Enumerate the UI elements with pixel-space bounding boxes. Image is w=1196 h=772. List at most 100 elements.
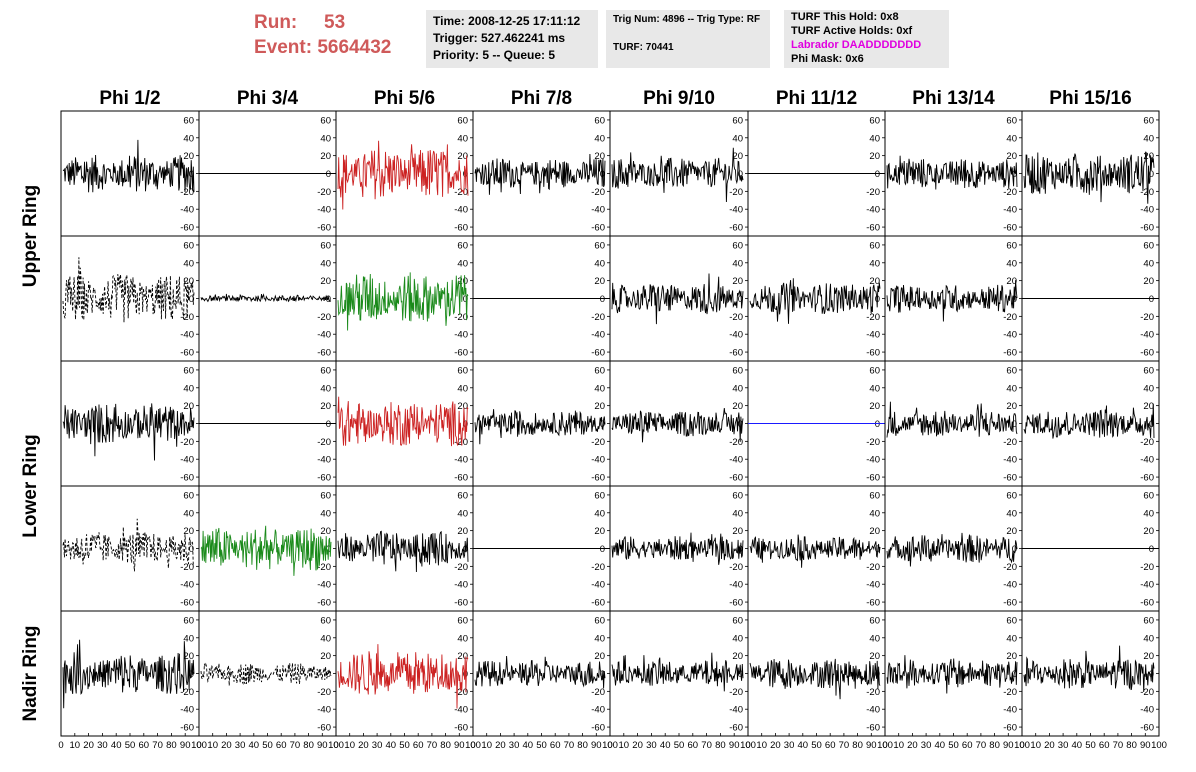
waveform-trace: [611, 652, 744, 692]
y-tick-label: -20: [729, 187, 743, 198]
y-tick-label: -40: [317, 455, 331, 466]
panel-frame: [1021, 360, 1160, 487]
x-tick-label: 30: [235, 740, 246, 751]
y-tick-label: 40: [869, 383, 880, 394]
y-tick-label: -60: [866, 223, 880, 234]
y-tick-label: 60: [457, 365, 468, 376]
x-tick-label: 0: [882, 740, 887, 751]
y-tick-label: -40: [454, 705, 468, 716]
panel-frame: [609, 110, 749, 237]
run-line: Run: 53: [254, 10, 391, 35]
y-tick-label: -60: [317, 723, 331, 734]
y-tick-label: -40: [1140, 705, 1154, 716]
y-tick-label: 40: [869, 508, 880, 519]
y-tick-label: -20: [454, 187, 468, 198]
y-tick-label: 60: [183, 490, 194, 501]
x-tick-label: 20: [358, 740, 369, 751]
y-tick-label: 60: [732, 115, 743, 126]
waveform-trace: [611, 273, 744, 325]
waveform-trace: [337, 140, 469, 210]
x-tick-label: 40: [1072, 740, 1083, 751]
column-header: Phi 9/10: [643, 88, 715, 109]
x-tick-label: 80: [1126, 740, 1137, 751]
y-tick-label: -20: [180, 187, 194, 198]
x-tick-label: 30: [1058, 740, 1069, 751]
x-tick-label: 70: [152, 740, 163, 751]
x-tick-label: 0: [745, 740, 750, 751]
y-tick-label: 20: [183, 151, 194, 162]
y-tick-label: 60: [732, 615, 743, 626]
waveform-trace: [886, 155, 1018, 190]
waveform-trace: [749, 278, 881, 324]
y-tick-label: 0: [600, 294, 605, 305]
y-tick-label: 40: [732, 258, 743, 269]
y-tick-label: 20: [1143, 401, 1154, 412]
y-tick-label: 20: [732, 526, 743, 537]
y-tick-label: -40: [1003, 455, 1017, 466]
y-tick-label: 20: [1006, 276, 1017, 287]
y-tick-label: 40: [320, 383, 331, 394]
y-tick-label: 40: [594, 508, 605, 519]
waveform-trace: [749, 534, 881, 568]
y-tick-label: -20: [866, 312, 880, 323]
waveform-trace: [749, 658, 881, 700]
y-tick-label: -40: [591, 205, 605, 216]
y-tick-label: -40: [180, 705, 194, 716]
y-tick-label: -40: [1140, 205, 1154, 216]
y-tick-label: -40: [317, 330, 331, 341]
y-tick-label: -40: [866, 330, 880, 341]
y-tick-label: -60: [454, 223, 468, 234]
y-tick-label: 60: [869, 490, 880, 501]
x-tick-label: 10: [1030, 740, 1041, 751]
x-tick-label: 40: [660, 740, 671, 751]
y-tick-label: 0: [326, 419, 331, 430]
x-tick-label: 100: [465, 740, 481, 751]
y-tick-label: -40: [317, 205, 331, 216]
waveform-dashed: [62, 257, 195, 323]
y-tick-label: -60: [454, 348, 468, 359]
x-tick-label: 30: [509, 740, 520, 751]
column-header: Phi 15/16: [1049, 88, 1131, 109]
y-tick-label: -40: [591, 455, 605, 466]
x-tick-label: 50: [811, 740, 822, 751]
y-tick-label: 20: [1006, 151, 1017, 162]
x-tick-label: 0: [470, 740, 475, 751]
y-tick-label: -40: [1003, 580, 1017, 591]
x-tick-label: 90: [1140, 740, 1151, 751]
ring-label: Lower Ring: [20, 434, 41, 537]
event-label: Event:: [254, 37, 313, 58]
y-tick-label: -40: [866, 455, 880, 466]
x-tick-label: 60: [276, 740, 287, 751]
y-tick-label: 20: [320, 151, 331, 162]
y-tick-label: 60: [1006, 490, 1017, 501]
y-tick-label: 20: [869, 651, 880, 662]
y-tick-label: -20: [591, 312, 605, 323]
y-tick-label: -60: [866, 348, 880, 359]
y-tick-label: -60: [180, 223, 194, 234]
waveform-trace: [474, 153, 606, 195]
x-tick-label: 50: [125, 740, 136, 751]
y-tick-label: 60: [1143, 240, 1154, 251]
x-tick-label: 20: [495, 740, 506, 751]
y-tick-label: 60: [320, 115, 331, 126]
x-tick-label: 80: [577, 740, 588, 751]
y-tick-label: 0: [1149, 544, 1154, 555]
y-tick-label: -20: [729, 312, 743, 323]
y-tick-label: 20: [1006, 401, 1017, 412]
x-tick-label: 60: [688, 740, 699, 751]
y-tick-label: -40: [866, 205, 880, 216]
y-tick-label: -40: [454, 205, 468, 216]
y-tick-label: -40: [317, 705, 331, 716]
y-tick-label: -40: [1003, 330, 1017, 341]
y-tick-label: -20: [317, 687, 331, 698]
column-header: Phi 3/4: [237, 88, 299, 109]
x-tick-label: 20: [632, 740, 643, 751]
y-tick-label: -20: [591, 562, 605, 573]
y-tick-label: 40: [1006, 133, 1017, 144]
x-tick-label: 70: [1113, 740, 1124, 751]
y-tick-label: 20: [1143, 151, 1154, 162]
y-tick-label: 60: [457, 490, 468, 501]
y-tick-label: -40: [1140, 580, 1154, 591]
event-line: Event: 5664432: [254, 35, 391, 60]
waveform-dashed: [62, 518, 195, 572]
